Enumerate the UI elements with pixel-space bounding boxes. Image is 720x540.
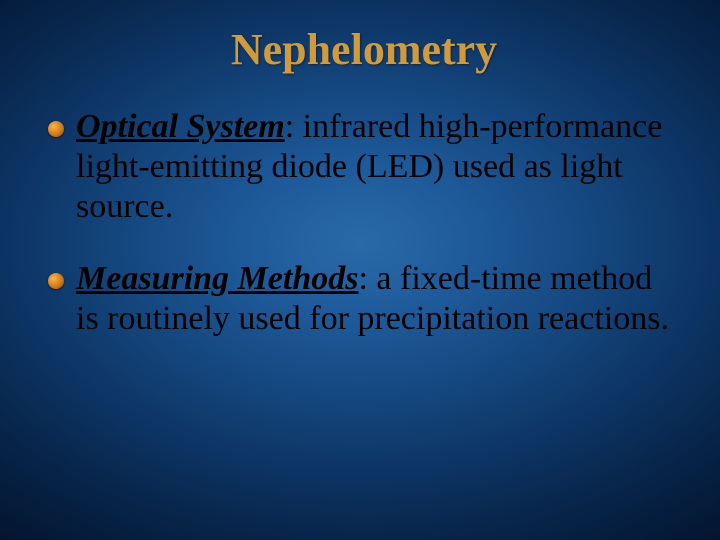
slide-title: Nephelometry: [48, 24, 680, 75]
bullet-item: Measuring Methods: a fixed-time method i…: [48, 259, 680, 339]
bullet-list: Optical System: infrared high-performanc…: [48, 107, 680, 340]
bullet-heading: Measuring Methods: [76, 260, 358, 297]
slide-container: Nephelometry Optical System: infrared hi…: [0, 0, 720, 540]
bullet-item: Optical System: infrared high-performanc…: [48, 107, 680, 227]
bullet-marker-icon: [48, 121, 64, 137]
bullet-text: Measuring Methods: a fixed-time method i…: [76, 259, 680, 339]
bullet-text: Optical System: infrared high-performanc…: [76, 107, 680, 227]
bullet-marker-icon: [48, 273, 64, 289]
bullet-heading: Optical System: [76, 108, 285, 145]
